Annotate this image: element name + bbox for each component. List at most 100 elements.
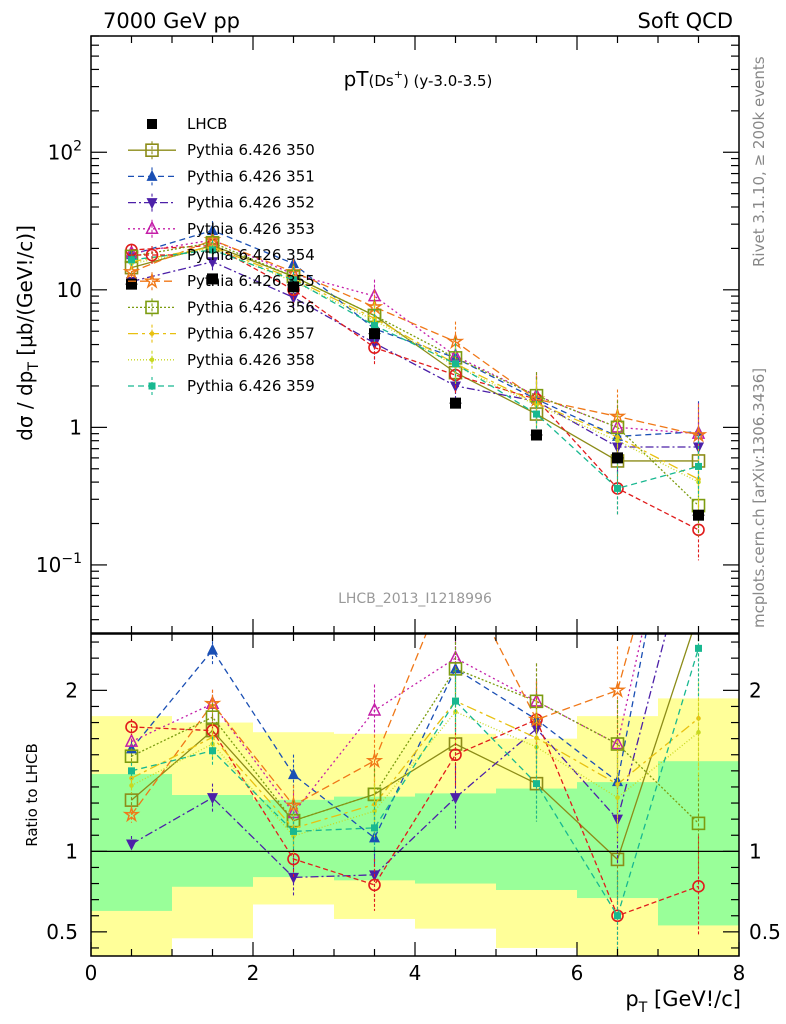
data-point xyxy=(614,912,621,920)
x-tick-label: 0 xyxy=(85,961,98,985)
ratio-series-line xyxy=(130,634,634,816)
data-point xyxy=(149,331,155,336)
data-point xyxy=(612,452,623,464)
x-tick-label: 2 xyxy=(247,961,260,985)
data-point xyxy=(533,780,540,788)
legend-entry: Pythia 6.426 351 xyxy=(128,167,315,186)
data-point xyxy=(122,805,141,823)
y-tick-label: 10−1 xyxy=(36,551,82,577)
legend-entry: Pythia 6.426 356 xyxy=(128,298,315,317)
axis-ticks xyxy=(90,35,740,956)
source-info: mcplots.cern.ch [arXiv:1306.3436] xyxy=(750,368,768,628)
data-point xyxy=(693,607,705,619)
data-point xyxy=(207,793,218,805)
data-point xyxy=(610,737,625,751)
data-point xyxy=(146,169,158,181)
legend-label: Pythia 6.426 356 xyxy=(187,298,315,316)
data-point xyxy=(450,793,461,805)
header-left: 7000 GeV pp xyxy=(103,9,240,33)
data-point xyxy=(452,360,459,368)
data-point xyxy=(124,733,139,747)
y-tick-label: 102 xyxy=(48,138,82,164)
x-axis-label: pT [GeV!/c] xyxy=(625,987,741,1016)
data-point xyxy=(146,198,158,210)
data-point xyxy=(288,281,299,293)
ratio-series-line xyxy=(131,634,643,815)
data-point xyxy=(369,328,380,340)
data-point xyxy=(691,816,706,831)
data-point xyxy=(145,300,159,315)
y-tick-label: 2 xyxy=(749,678,762,702)
data-point xyxy=(207,223,218,235)
data-point xyxy=(143,271,161,289)
data-point xyxy=(290,827,297,835)
legend-entry: Pythia 6.426 355 xyxy=(128,271,315,291)
legend-entry: LHCB xyxy=(147,115,227,133)
data-point xyxy=(614,484,621,492)
y-tick-label: 1 xyxy=(749,839,762,863)
analysis-watermark: LHCB_2013_I1218996 xyxy=(338,591,492,607)
ratio-series-line xyxy=(131,700,699,830)
legend-entry: Pythia 6.426 357 xyxy=(128,324,315,343)
data-point xyxy=(608,681,627,698)
legend-label: Pythia 6.426 351 xyxy=(187,167,315,185)
ratio-series-pythia-6.426-359 xyxy=(128,634,702,956)
data-point xyxy=(147,119,157,129)
series-line xyxy=(131,249,699,490)
data-point xyxy=(693,509,704,521)
data-point xyxy=(534,402,539,408)
data-point xyxy=(610,735,625,750)
ratio-series-line xyxy=(131,634,667,879)
series-line xyxy=(131,242,699,507)
data-point xyxy=(128,256,135,264)
y-tick-label: 1 xyxy=(69,415,82,439)
ratio-series-line xyxy=(131,634,693,861)
y-axis-label-ratio: Ratio to LHCB xyxy=(23,743,41,847)
ratio-series-line xyxy=(131,711,699,837)
data-point xyxy=(533,410,540,418)
data-point xyxy=(611,909,624,923)
band-inner xyxy=(496,788,577,890)
data-point xyxy=(452,697,459,705)
y-tick-label: 0.5 xyxy=(749,920,781,944)
data-point xyxy=(209,246,216,254)
data-point xyxy=(207,643,218,655)
plot-title: pT(Ds+) (y-3.0-3.5) xyxy=(344,67,493,91)
series-line xyxy=(131,261,699,448)
data-point xyxy=(371,322,378,330)
data-point xyxy=(367,702,382,716)
data-point xyxy=(122,262,141,280)
data-point xyxy=(693,355,704,366)
data-point xyxy=(368,878,381,892)
ratio-series-line xyxy=(131,648,700,918)
legend-label: Pythia 6.426 352 xyxy=(187,194,315,212)
data-point xyxy=(693,376,704,387)
data-point xyxy=(692,880,705,893)
y-tick-labels-top: 102 10 1 10−1 xyxy=(36,138,82,577)
ratio-plot-series xyxy=(122,355,706,956)
y-axis-label-top: dσ / dpT [μb/(GeV!/c)] xyxy=(13,225,42,441)
y-tick-labels-ratio: 0.5 1 2 0.5 1 2 xyxy=(46,678,781,944)
legend-label: Pythia 6.426 357 xyxy=(187,325,315,343)
data-point xyxy=(365,751,384,769)
ratio-series-line xyxy=(131,668,699,824)
data-point xyxy=(449,555,462,567)
data-point xyxy=(124,749,139,764)
x-tick-label: 6 xyxy=(571,961,584,985)
data-point xyxy=(696,730,701,735)
data-point xyxy=(126,839,137,851)
data-point xyxy=(615,438,620,444)
legend-label: Pythia 6.426 350 xyxy=(187,141,315,159)
data-point xyxy=(615,795,620,800)
y-tick-label: 1 xyxy=(65,839,78,863)
legend-label: Pythia 6.426 355 xyxy=(187,272,315,290)
data-point xyxy=(129,783,134,788)
series-line xyxy=(131,244,699,531)
data-point xyxy=(145,248,159,262)
legend-entry: Pythia 6.426 358 xyxy=(128,350,315,369)
data-point xyxy=(148,382,156,390)
data-point xyxy=(531,429,542,441)
data-point xyxy=(610,852,625,867)
data-point xyxy=(290,276,297,284)
